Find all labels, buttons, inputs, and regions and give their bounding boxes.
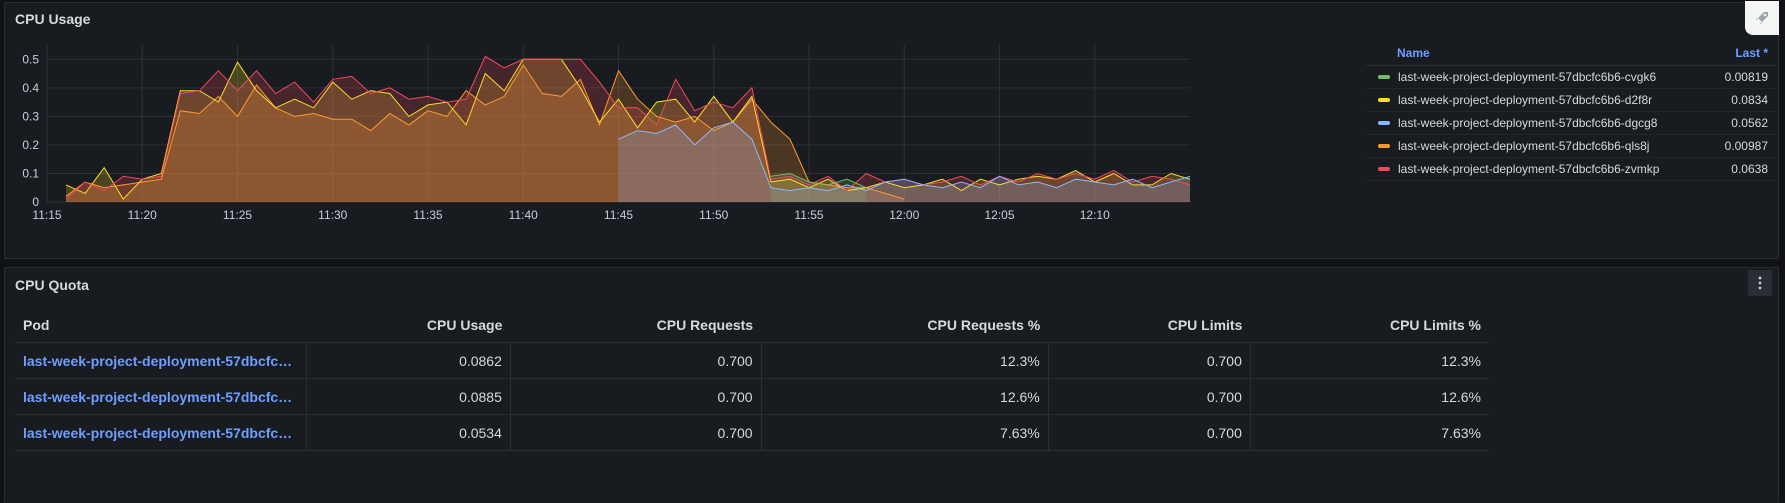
legend-color-swatch [1378,98,1390,102]
table-row: last-week-project-deployment-57dbcfc6b6-… [15,379,1489,415]
column-header[interactable]: CPU Usage [307,308,511,343]
column-header[interactable]: CPU Requests % [761,308,1048,343]
x-tick-label: 11:25 [223,208,252,222]
x-tick-label: 11:30 [318,208,347,222]
table-cell: 0.700 [1048,343,1250,379]
chart-areas [66,56,1190,202]
legend-item-last-value: 0.00987 [1725,139,1768,153]
legend-item-last-value: 0.0834 [1731,93,1768,107]
table-cell: 7.63% [761,415,1048,451]
legend-item-last-value: 0.0638 [1731,162,1768,176]
y-tick-label: 0 [32,195,39,209]
legend-item[interactable]: last-week-project-deployment-57dbcfc6b6-… [1366,66,1776,89]
legend-header: Name Last * [1366,46,1776,66]
cpu-quota-table: Pod CPU Usage CPU Requests CPU Requests % CP… [15,308,1489,451]
y-tick-label: 0.4 [22,81,39,95]
cpu-quota-panel: CPU Quota Pod CPU Usage CPU Requests CPU Re… [4,267,1779,503]
y-axis: 0 0.1 0.2 0.3 0.4 0.5 [22,52,39,209]
table-cell: 12.6% [761,379,1048,415]
table-cell: 12.6% [1250,379,1489,415]
x-tick-label: 11:45 [604,208,633,222]
rocket-icon[interactable] [1745,1,1779,35]
panel-title[interactable]: CPU Quota [15,277,89,293]
legend-item[interactable]: last-week-project-deployment-57dbcfc6b6-… [1366,158,1776,181]
table-cell: 0.700 [510,379,761,415]
legend-item[interactable]: last-week-project-deployment-57dbcfc6b6-… [1366,135,1776,158]
x-tick-label: 11:35 [413,208,442,222]
cpu-usage-chart[interactable]: 00.10.20.30.40.5 11:15 11:20 11:25 11:30 11:… [5,3,1205,260]
legend-item-name: last-week-project-deployment-57dbcfc6b6-… [1398,139,1725,153]
x-tick-label: 11:15 [32,208,61,222]
x-tick-label: 12:05 [984,208,1014,222]
table-cell: 7.63% [1250,415,1489,451]
legend-item[interactable]: last-week-project-deployment-57dbcfc6b6-… [1366,89,1776,112]
kebab-menu-icon [1758,276,1762,290]
table-row: last-week-project-deployment-57dbcfc6b6-… [15,343,1489,379]
table-row: last-week-project-deployment-57dbcfc6b6-… [15,415,1489,451]
x-tick-label: 11:40 [509,208,538,222]
panel-menu-button[interactable] [1748,270,1772,296]
table-cell: 0.0885 [307,379,511,415]
table-header-row: Pod CPU Usage CPU Requests CPU Requests % CP… [15,308,1489,343]
x-tick-label: 12:00 [889,208,919,222]
table-cell: 0.700 [1048,415,1250,451]
y-tick-label: 0.2 [22,138,39,152]
x-tick-label: 11:50 [699,208,728,222]
legend-last-header[interactable]: Last * [1735,46,1768,65]
cpu-usage-panel: CPU Usage 0 0.1 0.2 0.3 0.4 0.5 11:15 11:20 11:… [4,2,1779,259]
y-tick-label: 0.5 [22,52,39,66]
rocket-icon-glyph [1754,10,1770,26]
column-header[interactable]: Pod [15,308,307,343]
legend-color-swatch [1378,167,1390,171]
y-tick-label: 0.1 [22,166,39,180]
legend-color-swatch [1378,144,1390,148]
table-cell: 0.700 [1048,379,1250,415]
table-cell: 0.0862 [307,343,511,379]
column-header[interactable]: CPU Limits [1048,308,1250,343]
legend-item-name: last-week-project-deployment-57dbcfc6b6-… [1398,116,1731,130]
pod-link[interactable]: last-week-project-deployment-57dbcfc6b6-… [15,379,307,415]
x-tick-label: 12:10 [1080,208,1110,222]
legend-name-header[interactable]: Name [1397,46,1430,65]
legend-item-last-value: 0.0562 [1731,116,1768,130]
column-header[interactable]: CPU Limits % [1250,308,1489,343]
legend-item[interactable]: last-week-project-deployment-57dbcfc6b6-… [1366,112,1776,135]
legend-item-name: last-week-project-deployment-57dbcfc6b6-… [1398,162,1731,176]
table-cell: 12.3% [1250,343,1489,379]
table-cell: 0.700 [510,415,761,451]
x-axis: 11:15 11:20 11:25 11:30 11:35 11:40 11:45 11:50… [32,208,1110,222]
table-cell: 12.3% [761,343,1048,379]
y-tick-label: 0.3 [22,109,39,123]
legend-color-swatch [1378,75,1390,79]
pod-link[interactable]: last-week-project-deployment-57dbcfc6b6-… [15,415,307,451]
chart-legend: Name Last * last-week-project-deployment… [1366,46,1776,181]
column-header[interactable]: CPU Requests [510,308,761,343]
table-cell: 0.0534 [307,415,511,451]
x-tick-label: 11:20 [128,208,157,222]
table-cell: 0.700 [510,343,761,379]
legend-color-swatch [1378,121,1390,125]
legend-item-last-value: 0.00819 [1725,70,1768,84]
legend-item-name: last-week-project-deployment-57dbcfc6b6-… [1398,93,1731,107]
x-tick-label: 11:55 [794,208,823,222]
pod-link[interactable]: last-week-project-deployment-57dbcfc6b6-… [15,343,307,379]
legend-item-name: last-week-project-deployment-57dbcfc6b6-… [1398,70,1725,84]
